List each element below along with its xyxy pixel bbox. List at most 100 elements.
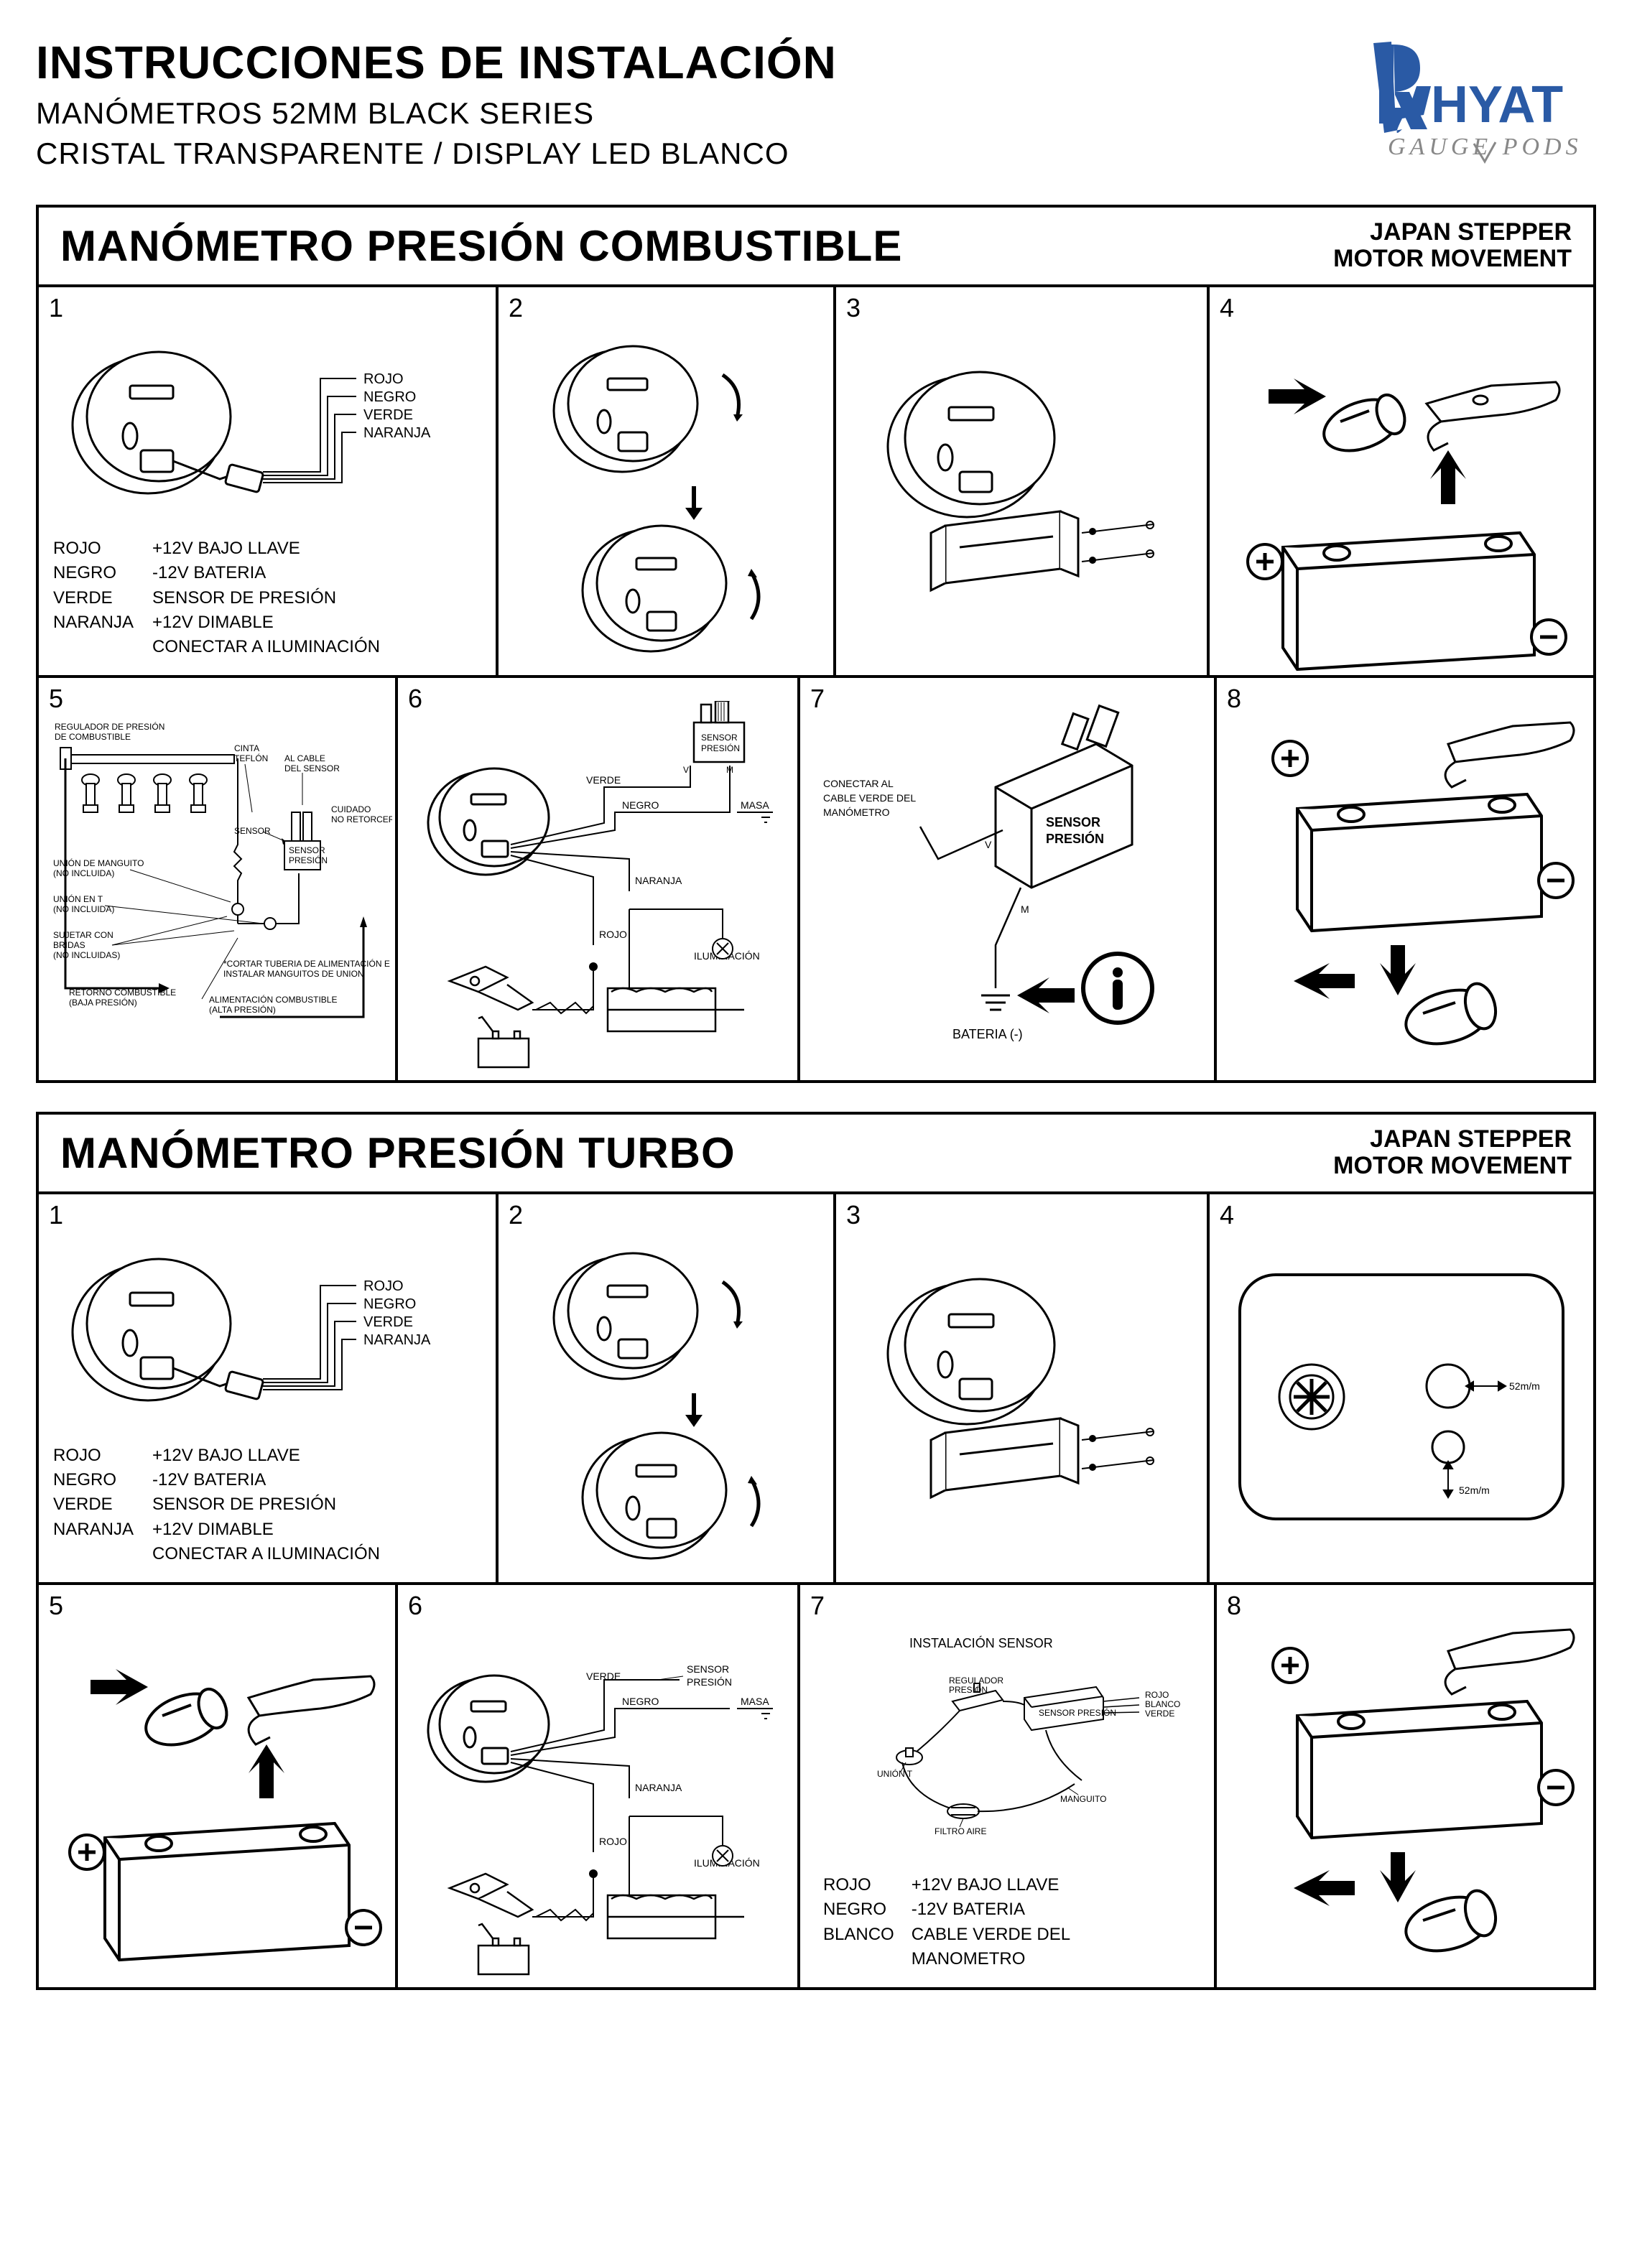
- step-number: 7: [810, 1591, 825, 1621]
- turbo-row-2: 5: [39, 1582, 1593, 1987]
- svg-text:SENSOR: SENSOR: [289, 845, 325, 855]
- svg-text:TEFLÓN: TEFLÓN: [234, 753, 268, 763]
- fuel-header: MANÓMETRO PRESIÓN COMBUSTIBLE JAPAN STEP…: [39, 208, 1593, 287]
- fuel-step-1: 1 ROJO NEGRO: [39, 287, 499, 675]
- step-number: 8: [1227, 1591, 1241, 1621]
- svg-text:ALIMENTACIÓN COMBUSTIBLE: ALIMENTACIÓN COMBUSTIBLE: [209, 994, 337, 1005]
- legend-rojo-desc: +12V BAJO LLAVE: [152, 537, 397, 560]
- step-number: 7: [810, 684, 825, 714]
- svg-text:*CORTAR TUBERIA DE ALIMENTACIÓ: *CORTAR TUBERIA DE ALIMENTACIÓN E: [223, 958, 390, 969]
- svg-text:VERDE: VERDE: [586, 774, 621, 786]
- svg-text:ROJO: ROJO: [363, 1278, 404, 1294]
- stepper-badge: JAPAN STEPPER MOTOR MOVEMENT: [1333, 219, 1572, 273]
- svg-text:ROJO: ROJO: [599, 1836, 627, 1847]
- svg-text:REGULADOR DE PRESIÓN: REGULADOR DE PRESIÓN: [55, 721, 164, 732]
- fuel-step-3: 3: [836, 287, 1210, 675]
- turbo-step-6: 6 SENSOR PRESIÓN VERDE NEGRO: [398, 1585, 800, 1987]
- step-number: 4: [1220, 293, 1234, 323]
- svg-text:NARANJA: NARANJA: [363, 1332, 431, 1348]
- step-number: 3: [846, 293, 861, 323]
- fuel-row-2: 5 REGULADOR DE PRESIÓN DE COMBUSTIBLE CI…: [39, 675, 1593, 1080]
- gauge-bracket-diagram: [845, 1232, 1197, 1591]
- logo-brand-text: HYAT: [1431, 76, 1563, 134]
- legend-negro: NEGRO: [53, 562, 151, 585]
- wire-legend-table: ROJO+12V BAJO LLAVE NEGRO-12V BATERIA VE…: [52, 1443, 399, 1568]
- turbo-section: MANÓMETRO PRESIÓN TURBO JAPAN STEPPER MO…: [36, 1112, 1596, 1990]
- step-number: 8: [1227, 684, 1241, 714]
- logo-tagline: GAUGE PODS: [1388, 134, 1582, 160]
- svg-text:MANGUITO: MANGUITO: [1060, 1794, 1106, 1804]
- svg-text:V: V: [985, 839, 992, 850]
- svg-text:MASA: MASA: [741, 799, 769, 811]
- svg-text:VERDE: VERDE: [1145, 1709, 1174, 1719]
- gauge-rotate-diagram: [507, 1224, 823, 1584]
- fuel-step-5: 5 REGULADOR DE PRESIÓN DE COMBUSTIBLE CI…: [39, 678, 398, 1080]
- step-number: 3: [846, 1200, 861, 1230]
- svg-text:SENSOR: SENSOR: [234, 826, 271, 836]
- svg-text:(BAJA PRESIÓN): (BAJA PRESIÓN): [69, 997, 137, 1008]
- fuel-section: MANÓMETRO PRESIÓN COMBUSTIBLE JAPAN STEP…: [36, 205, 1596, 1083]
- turbo-step-5: 5: [39, 1585, 398, 1987]
- logo-svg: HYAT GAUGE PODS: [1352, 36, 1596, 172]
- wire-legend-table: ROJO+12V BAJO LLAVE NEGRO-12V BATERIA VE…: [52, 536, 399, 661]
- svg-text:FILTRO AIRE: FILTRO AIRE: [935, 1826, 986, 1836]
- svg-text:52m/m: 52m/m: [1459, 1484, 1490, 1496]
- svg-text:AL CABLE: AL CABLE: [284, 753, 325, 763]
- turbo-step-4: 4: [1210, 1194, 1593, 1582]
- step-number: 6: [408, 1591, 422, 1621]
- fuel-step-6: 6 SENSOR PRESIÓN V M: [398, 678, 800, 1080]
- gauge-rotate-diagram: [507, 317, 823, 677]
- svg-text:CABLE VERDE DEL: CABLE VERDE DEL: [823, 792, 916, 804]
- turbo-title: MANÓMETRO PRESIÓN TURBO: [60, 1128, 736, 1178]
- svg-text:52m/m: 52m/m: [1509, 1380, 1540, 1392]
- legend-verde-desc: SENSOR DE PRESIÓN: [152, 587, 397, 610]
- dash-mount-diagram: 52m/m 52m/m: [1218, 1232, 1585, 1591]
- svg-text:PRESIÓN: PRESIÓN: [1046, 831, 1104, 846]
- battery-connect-diagram: [1218, 317, 1577, 677]
- turbo-step-3: 3: [836, 1194, 1210, 1582]
- fuel-row-1: 1 ROJO NEGRO: [39, 287, 1593, 675]
- gauge-bracket-diagram: [845, 325, 1197, 684]
- svg-text:(ALTA PRESIÓN): (ALTA PRESIÓN): [209, 1004, 276, 1015]
- svg-text:NARANJA: NARANJA: [635, 1782, 682, 1793]
- svg-text:BRIDAS: BRIDAS: [53, 940, 85, 950]
- turbo-header: MANÓMETRO PRESIÓN TURBO JAPAN STEPPER MO…: [39, 1115, 1593, 1194]
- fuel-step-4: 4: [1210, 287, 1593, 675]
- legend-verde: VERDE: [53, 587, 151, 610]
- svg-text:SUJETAR CON: SUJETAR CON: [53, 930, 113, 940]
- svg-text:NEGRO: NEGRO: [622, 1696, 659, 1707]
- svg-text:DE COMBUSTIBLE: DE COMBUSTIBLE: [55, 732, 131, 742]
- svg-text:SENSOR: SENSOR: [1046, 815, 1100, 829]
- step-number: 5: [49, 684, 63, 714]
- svg-text:M: M: [1021, 903, 1029, 915]
- svg-text:REGULADOR: REGULADOR: [949, 1676, 1003, 1686]
- page-subtitle-1: MANÓMETROS 52MM BLACK SERIES: [36, 96, 1352, 131]
- step-number: 5: [49, 1591, 63, 1621]
- svg-text:CUIDADO: CUIDADO: [331, 804, 371, 814]
- svg-text:CINTA: CINTA: [234, 743, 259, 753]
- wiring-schematic: SENSOR PRESIÓN VERDE NEGRO MASA NARANJA …: [407, 1608, 794, 1989]
- wire-label-verde: VERDE: [363, 407, 413, 423]
- svg-text:(NO INCLUIDA): (NO INCLUIDA): [53, 868, 114, 878]
- fuel-step-8: 8: [1217, 678, 1593, 1080]
- step-number: 1: [49, 293, 63, 323]
- svg-text:SENSOR: SENSOR: [701, 733, 738, 743]
- wire-label-negro: NEGRO: [363, 389, 416, 405]
- fuel-title: MANÓMETRO PRESIÓN COMBUSTIBLE: [60, 221, 902, 271]
- svg-text:INSTALAR MANGUITOS DE UNION: INSTALAR MANGUITOS DE UNION: [223, 969, 364, 979]
- svg-text:PRESIÓN: PRESIÓN: [949, 1684, 988, 1695]
- legend-naranja-desc2: CONECTAR A ILUMINACIÓN: [152, 636, 397, 659]
- svg-text:UNIÓN EN T: UNIÓN EN T: [53, 893, 103, 904]
- gauge-wiring-diagram: ROJO NEGRO VERDE NARANJA: [47, 325, 486, 554]
- fuel-step-2: 2: [499, 287, 836, 675]
- svg-text:(NO INCLUIDAS): (NO INCLUIDAS): [53, 950, 120, 960]
- svg-text:NEGRO: NEGRO: [622, 799, 659, 811]
- svg-text:DEL SENSOR: DEL SENSOR: [284, 763, 340, 773]
- legend-rojo: ROJO: [53, 537, 151, 560]
- svg-text:INSTALACIÓN SENSOR: INSTALACIÓN SENSOR: [909, 1635, 1053, 1650]
- turbo-sensor-install: INSTALACIÓN SENSOR REGULADOR PRESIÓN SEN…: [809, 1615, 1211, 1867]
- svg-text:UNIÓN DE MANGUITO: UNIÓN DE MANGUITO: [53, 858, 144, 868]
- page-subtitle-2: CRISTAL TRANSPARENTE / DISPLAY LED BLANC…: [36, 136, 1352, 171]
- svg-text:PRESIÓN: PRESIÓN: [289, 855, 328, 865]
- svg-text:PRESIÓN: PRESIÓN: [687, 1676, 732, 1688]
